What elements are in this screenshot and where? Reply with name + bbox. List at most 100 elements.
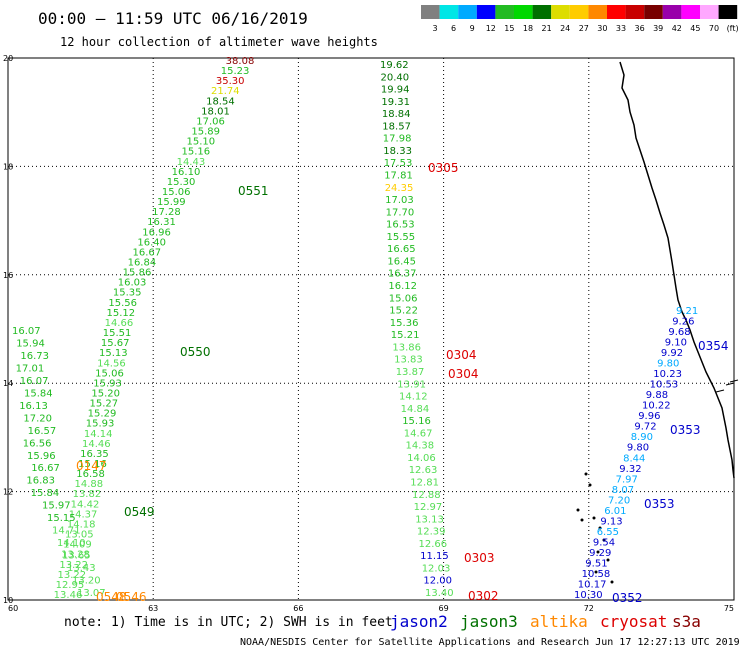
wave-height-value: 13.65 bbox=[62, 551, 91, 562]
wave-height-value: 12.39 bbox=[417, 527, 446, 538]
island-dot bbox=[598, 526, 602, 530]
wave-height-value: 16.12 bbox=[388, 281, 417, 292]
legend-label: 12 bbox=[486, 24, 496, 33]
pass-time-label: 0304 bbox=[446, 348, 477, 362]
footer: note: 1) Time is in UTC; 2) SWH is in fe… bbox=[64, 612, 740, 648]
wave-height-value: 15.84 bbox=[31, 488, 60, 499]
wave-height-value: 9.13 bbox=[600, 516, 622, 527]
island-dot bbox=[596, 550, 600, 554]
wave-height-value: 15.13 bbox=[99, 348, 128, 359]
wave-height-value: 15.86 bbox=[123, 268, 152, 279]
wave-height-value: 12.95 bbox=[56, 580, 85, 591]
wave-height-value: 16.31 bbox=[147, 217, 176, 228]
wave-height-value: 12.00 bbox=[423, 576, 452, 587]
wave-height-value: 15.23 bbox=[221, 66, 250, 77]
wave-height-value: 13.05 bbox=[65, 530, 94, 541]
legend-label: 42 bbox=[672, 24, 682, 33]
wave-height-value: 9.54 bbox=[593, 537, 615, 548]
pass-time-label: 0304 bbox=[448, 367, 479, 381]
pass-time-label: 0303 bbox=[464, 551, 495, 565]
wave-height-value: 17.70 bbox=[386, 207, 415, 218]
wave-height-value: 16.40 bbox=[137, 237, 166, 248]
wave-height-value: 14.14 bbox=[84, 429, 113, 440]
legend-swatch bbox=[607, 5, 626, 19]
pass-time-label: 0302 bbox=[468, 589, 499, 603]
legend-label: (ft) bbox=[727, 24, 739, 33]
footer-credit: NOAA/NESDIS Center for Satellite Applica… bbox=[240, 637, 740, 648]
wave-height-value: 13.07 bbox=[77, 588, 106, 599]
wave-height-value: 9.88 bbox=[646, 390, 668, 401]
wave-height-value: 9.68 bbox=[668, 327, 690, 338]
legend-label: 39 bbox=[653, 24, 663, 33]
wave-height-tracks: 38.0815.2335.3021.7418.5418.0117.0615.89… bbox=[12, 56, 698, 601]
wave-height-value: 9.51 bbox=[585, 558, 607, 569]
wave-height-value: 10.53 bbox=[650, 380, 679, 391]
wave-height-value: 13.13 bbox=[415, 514, 444, 525]
wave-height-value: 14.38 bbox=[406, 441, 435, 452]
legend-label: 45 bbox=[690, 24, 700, 33]
wave-height-value: 17.98 bbox=[383, 134, 412, 145]
wave-height-value: 15.12 bbox=[106, 308, 135, 319]
map-frame bbox=[7, 57, 735, 601]
wave-height-value: 8.07 bbox=[612, 485, 634, 496]
wave-height-value: 15.93 bbox=[86, 419, 115, 430]
wave-height-value: 19.94 bbox=[381, 85, 410, 96]
wave-height-value: 17.28 bbox=[152, 207, 181, 218]
wave-height-value: 12.66 bbox=[419, 539, 448, 550]
track-b: 16.0715.9416.7317.0116.0715.8416.1317.20… bbox=[12, 326, 106, 599]
legend-swatch bbox=[662, 5, 682, 19]
pass-time-label: 0353 bbox=[644, 497, 675, 511]
island-dot bbox=[610, 580, 614, 584]
wave-height-value: 15.06 bbox=[162, 187, 191, 198]
wave-height-value: 16.73 bbox=[20, 351, 49, 362]
wave-height-value: 14.12 bbox=[399, 392, 428, 403]
wave-height-value: 15.29 bbox=[88, 409, 117, 420]
chart-subtitle: 12 hour collection of altimeter wave hei… bbox=[60, 35, 378, 49]
wave-height-value: 15.16 bbox=[78, 459, 107, 470]
wave-height-value: 15.94 bbox=[16, 339, 45, 350]
legend-label: 27 bbox=[579, 24, 589, 33]
wave-height-value: 8.44 bbox=[623, 453, 645, 464]
wave-height-value: 6.55 bbox=[597, 527, 619, 538]
legend-label: 3 bbox=[432, 24, 437, 33]
pass-time-label: 0550 bbox=[180, 345, 211, 359]
legend-swatch bbox=[681, 5, 700, 19]
wave-height-value: 16.03 bbox=[118, 278, 147, 289]
wave-height-value: 15.67 bbox=[101, 338, 130, 349]
satellite-legend: jason2 jason3 altika cryosat s3a bbox=[390, 612, 701, 631]
wave-height-value: 16.84 bbox=[128, 258, 157, 269]
wave-height-value: 14.42 bbox=[71, 499, 100, 510]
legend-swatch bbox=[514, 5, 533, 19]
wave-height-value: 18.54 bbox=[206, 96, 235, 107]
wave-height-value: 9.32 bbox=[619, 464, 641, 475]
wave-height-value: 13.87 bbox=[396, 367, 425, 378]
wave-height-value: 19.31 bbox=[381, 97, 410, 108]
legend-swatch bbox=[439, 5, 459, 19]
track-a: 38.0815.2335.3021.7418.5418.0117.0615.89… bbox=[54, 56, 255, 601]
legend-swatch bbox=[532, 5, 552, 19]
wave-height-value: 17.81 bbox=[384, 171, 413, 182]
track-d: 9.219.269.689.109.929.8010.2310.539.8810… bbox=[574, 306, 698, 601]
pass-time-label: 0147 bbox=[76, 459, 107, 473]
pass-time-label: 0548 bbox=[96, 590, 127, 604]
legend-swatch bbox=[644, 5, 663, 19]
wave-height-value: 14.18 bbox=[67, 520, 96, 531]
satellite-name: s3a bbox=[672, 612, 701, 631]
wave-height-value: 12.97 bbox=[414, 502, 443, 513]
wave-height-value: 15.20 bbox=[91, 389, 120, 400]
wave-height-value: 18.57 bbox=[382, 121, 411, 132]
legend-label: 24 bbox=[560, 24, 570, 33]
island-dot bbox=[576, 508, 580, 512]
wave-height-value: 16.67 bbox=[31, 463, 60, 474]
wave-height-value: 11.15 bbox=[420, 551, 449, 562]
pass-time-label: 0305 bbox=[428, 161, 459, 175]
legend-swatch bbox=[700, 5, 719, 19]
wave-height-value: 12.63 bbox=[409, 465, 438, 476]
legend-label: 9 bbox=[470, 24, 475, 33]
wave-height-value: 13.22 bbox=[59, 560, 88, 571]
wave-height-value: 16.96 bbox=[142, 227, 171, 238]
wave-height-value: 7.97 bbox=[616, 474, 638, 485]
wave-height-value: 15.16 bbox=[402, 416, 431, 427]
